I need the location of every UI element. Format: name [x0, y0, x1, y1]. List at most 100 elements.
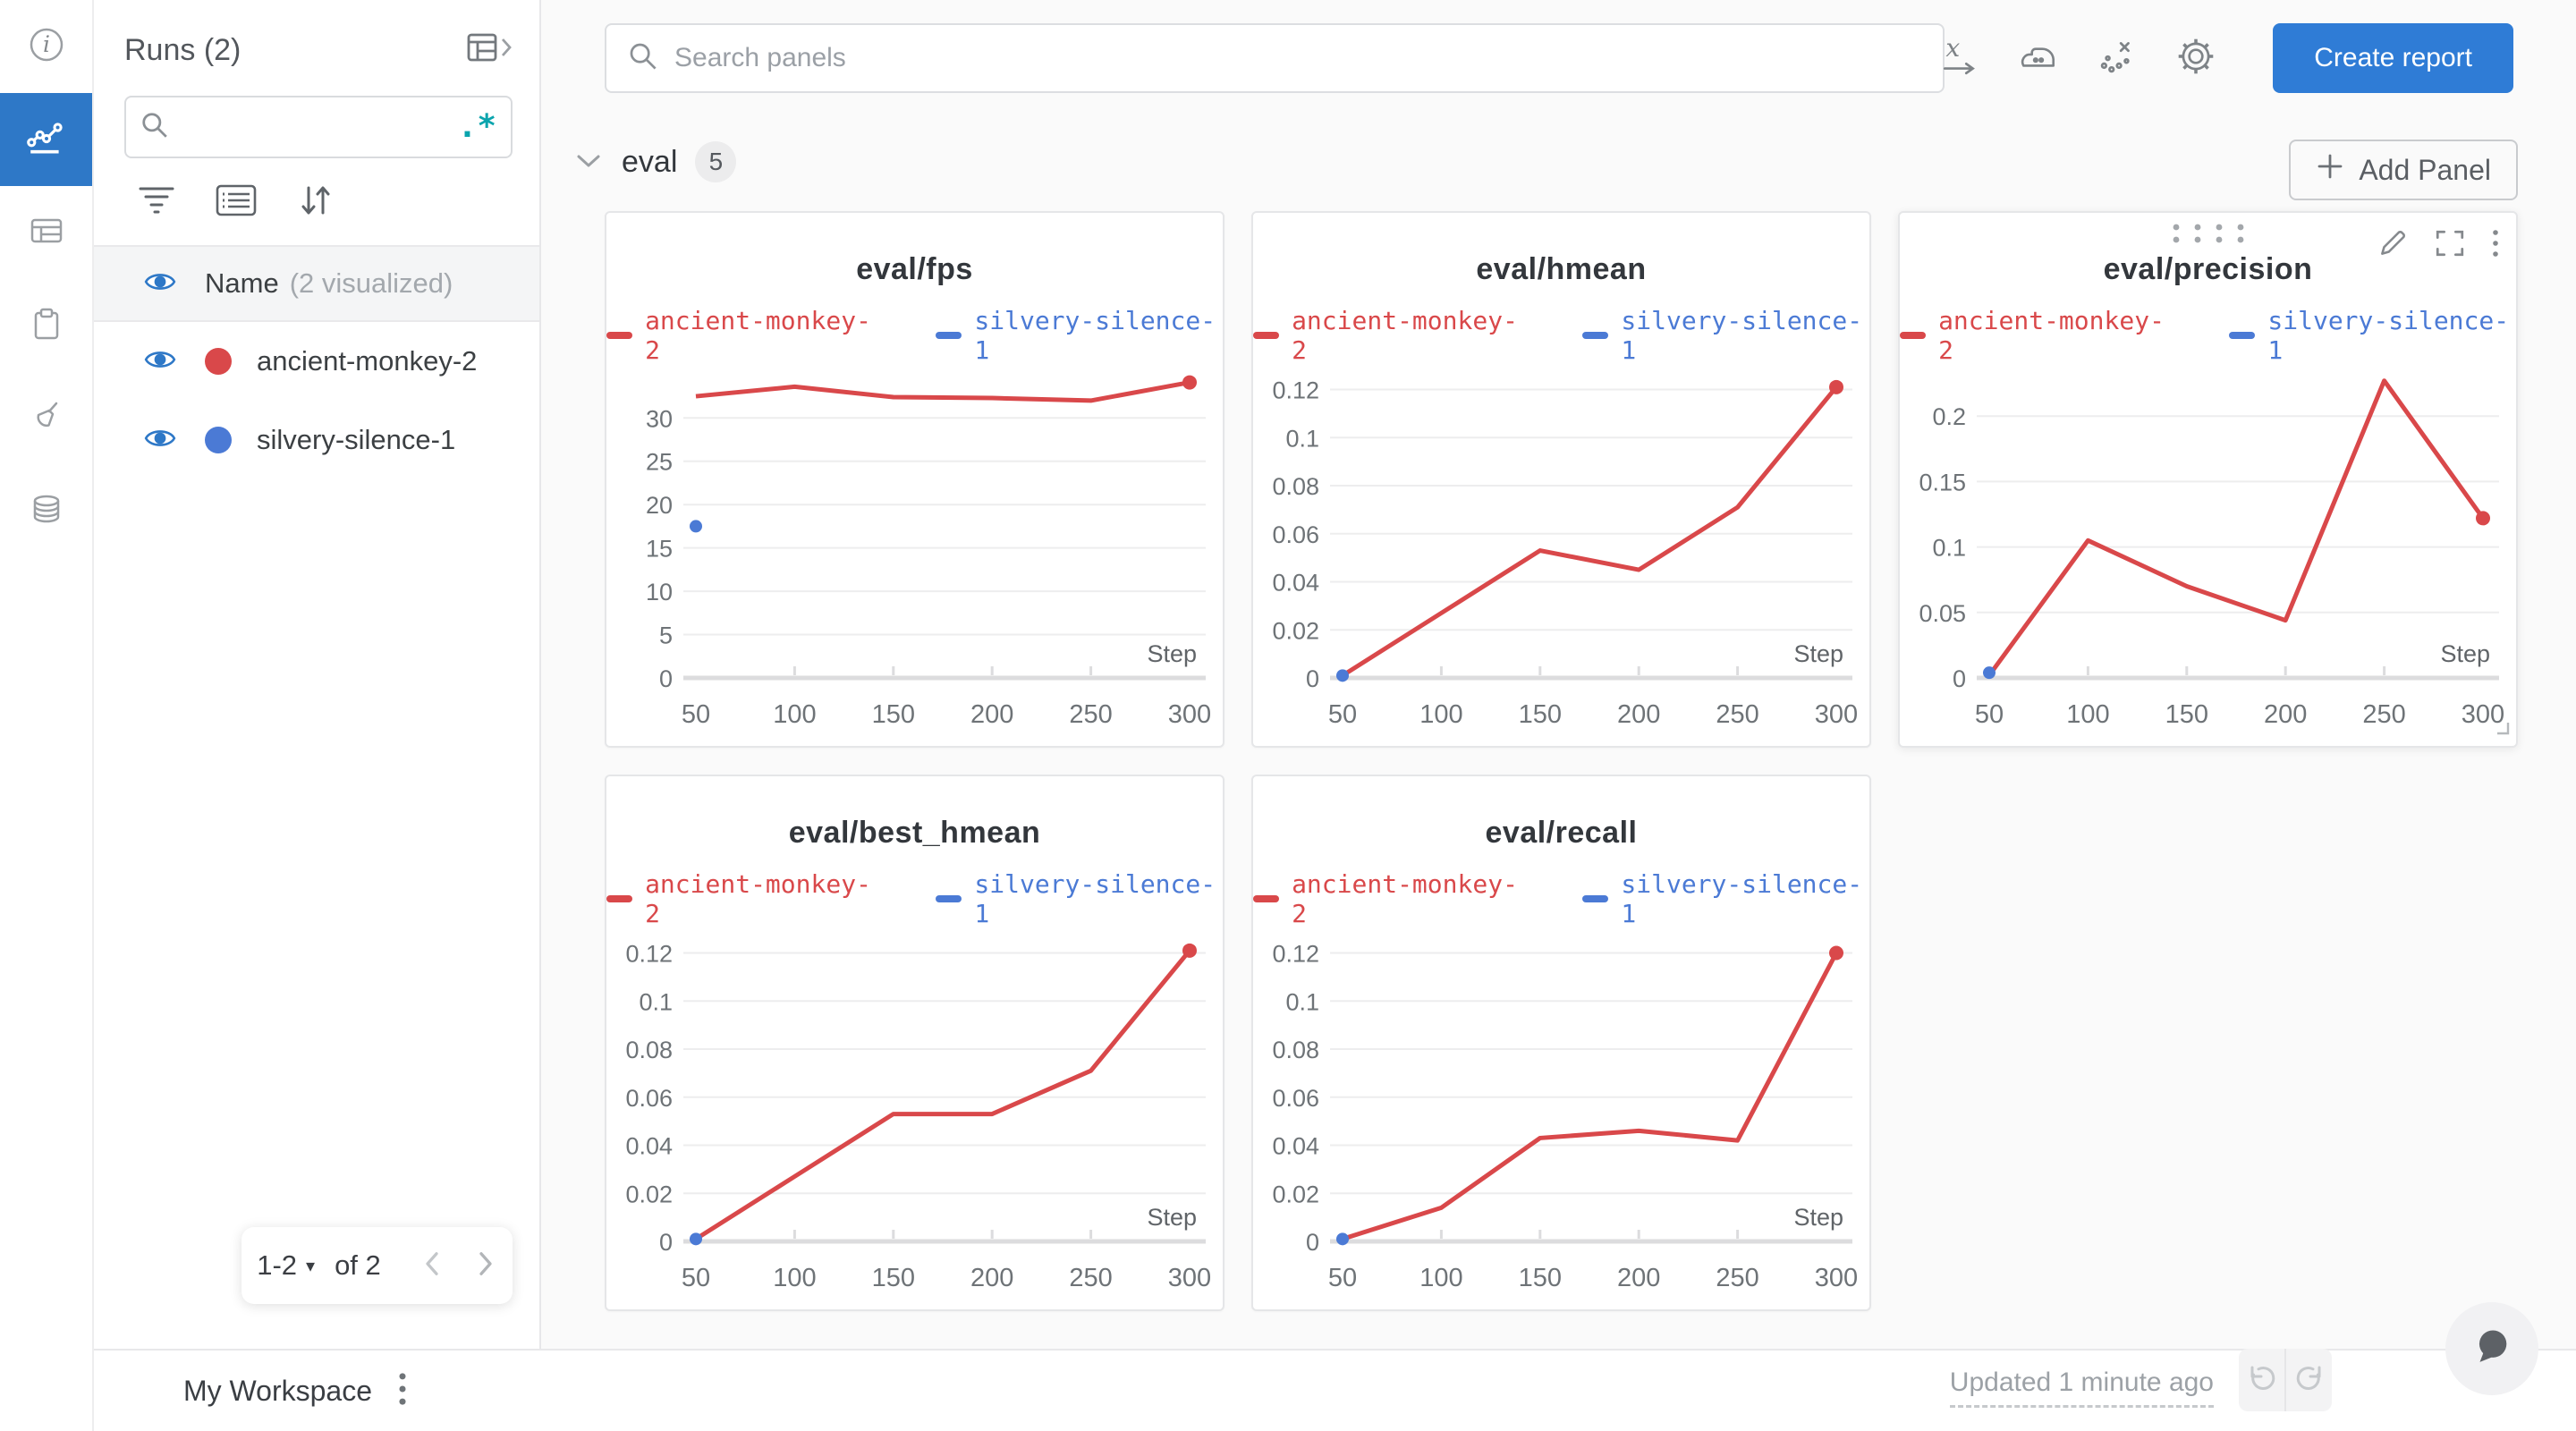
svg-text:300: 300 [2462, 700, 2504, 729]
line-chart-plot[interactable]: 0 0.05 0.1 0.15 0.2 50 100 150 200 250 300 Step [1900, 354, 2520, 749]
chart-legend: ancient-monkey-2 silvery-silence-1 [1253, 869, 1869, 928]
panel-drag-handle[interactable] [2165, 222, 2251, 250]
legend-item-silvery-silence-1[interactable]: silvery-silence-1 [2229, 306, 2516, 365]
panel-resize-handle[interactable] [2493, 718, 2511, 741]
svg-text:100: 100 [2066, 700, 2109, 729]
edit-panel-button[interactable] [2377, 227, 2409, 264]
legend-item-ancient-monkey-2[interactable]: ancient-monkey-2 [1253, 869, 1525, 928]
svg-text:0.02: 0.02 [1272, 1181, 1319, 1207]
line-chart-plot[interactable]: 0 5 10 15 20 25 30 50 100 150 200 250 300 Step [606, 354, 1226, 749]
svg-text:50: 50 [682, 1264, 710, 1292]
panel-count-badge: 5 [695, 141, 737, 182]
table-expand-icon [466, 30, 513, 71]
svg-text:150: 150 [872, 700, 915, 729]
legend-item-silvery-silence-1[interactable]: silvery-silence-1 [936, 869, 1223, 928]
legend-item-ancient-monkey-2[interactable]: ancient-monkey-2 [1900, 306, 2172, 365]
filter-runs-button[interactable] [137, 183, 176, 222]
legend-item-ancient-monkey-2[interactable]: ancient-monkey-2 [1253, 306, 1525, 365]
legend-run-name: silvery-silence-1 [1621, 869, 1863, 928]
svg-text:150: 150 [2165, 700, 2208, 729]
svg-text:250: 250 [1716, 700, 1758, 729]
svg-text:0.1: 0.1 [1285, 425, 1319, 452]
svg-text:250: 250 [1069, 700, 1112, 729]
runs-sidebar: Runs (2) .* [94, 0, 541, 1349]
expand-runs-table-button[interactable] [466, 30, 513, 71]
sort-icon [296, 182, 335, 224]
legend-item-ancient-monkey-2[interactable]: ancient-monkey-2 [606, 869, 878, 928]
undo-redo-group [2239, 1349, 2332, 1411]
x-axis-settings-button[interactable]: x [1938, 33, 1981, 82]
runs-search-input[interactable] [182, 112, 458, 142]
svg-text:200: 200 [1617, 700, 1660, 729]
info-icon: i [27, 25, 66, 69]
svg-text:0.02: 0.02 [625, 1181, 673, 1207]
runs-list-header[interactable]: Name (2 visualized) [94, 245, 539, 322]
smoothing-settings-button[interactable] [2017, 35, 2060, 82]
legend-run-name: silvery-silence-1 [974, 306, 1216, 365]
workspace-settings-button[interactable] [2174, 35, 2217, 82]
svg-text:100: 100 [773, 700, 816, 729]
nav-info-button[interactable]: i [0, 0, 92, 93]
run-row-silvery-silence-1[interactable]: silvery-silence-1 [94, 401, 539, 479]
svg-text:0.06: 0.06 [1272, 1085, 1319, 1112]
section-title: eval [622, 144, 678, 179]
chart-title: eval/recall [1485, 816, 1638, 850]
line-chart-plot[interactable]: 0 0.02 0.04 0.06 0.08 0.1 0.12 50 100 150 200 250 30… [1253, 918, 1873, 1313]
svg-text:0.15: 0.15 [1919, 469, 1966, 495]
eye-icon[interactable] [144, 347, 176, 377]
nav-workspace-button[interactable] [0, 93, 92, 186]
fullscreen-panel-button[interactable] [2434, 227, 2466, 264]
eye-icon [144, 269, 176, 299]
pencil-icon [2377, 227, 2409, 264]
legend-item-silvery-silence-1[interactable]: silvery-silence-1 [1582, 306, 1869, 365]
chevron-down-icon [573, 149, 604, 175]
legend-run-name: ancient-monkey-2 [1292, 306, 1518, 365]
panel-search-box [605, 23, 1945, 93]
redo-button[interactable] [2286, 1349, 2332, 1411]
create-report-button[interactable]: Create report [2273, 23, 2513, 93]
workspace-menu-button[interactable] [397, 1371, 408, 1411]
group-runs-button[interactable] [216, 183, 257, 222]
svg-text:Step: Step [1793, 640, 1843, 667]
help-chat-button[interactable] [2445, 1302, 2538, 1395]
nav-artifacts-button[interactable] [0, 465, 92, 558]
svg-text:150: 150 [872, 1264, 915, 1292]
add-panel-button[interactable]: Add Panel [2289, 140, 2518, 200]
legend-item-ancient-monkey-2[interactable]: ancient-monkey-2 [606, 306, 878, 365]
next-page-button[interactable] [474, 1250, 497, 1282]
eye-icon[interactable] [144, 426, 176, 455]
section-collapse-chevron[interactable] [573, 149, 604, 175]
svg-text:Step: Step [1147, 640, 1197, 667]
prev-page-button[interactable] [420, 1250, 444, 1282]
svg-text:300: 300 [1815, 700, 1858, 729]
legend-item-silvery-silence-1[interactable]: silvery-silence-1 [1582, 869, 1869, 928]
svg-text:50: 50 [682, 700, 710, 729]
legend-item-silvery-silence-1[interactable]: silvery-silence-1 [936, 306, 1223, 365]
legend-dash [1900, 332, 1927, 339]
plus-icon [2316, 152, 2344, 188]
nav-logs-button[interactable] [0, 279, 92, 372]
chart-title: eval/fps [856, 252, 973, 286]
last-updated-text: Updated 1 minute ago [1949, 1367, 2214, 1408]
nav-sweeps-button[interactable] [0, 372, 92, 465]
svg-text:0: 0 [1306, 1229, 1319, 1256]
svg-text:0.04: 0.04 [1272, 570, 1319, 597]
caret-down-icon: ▾ [306, 1256, 316, 1276]
undo-button[interactable] [2239, 1349, 2286, 1411]
svg-text:300: 300 [1168, 700, 1211, 729]
svg-text:0.2: 0.2 [1932, 403, 1966, 430]
sort-runs-button[interactable] [296, 182, 335, 224]
nav-table-button[interactable] [0, 186, 92, 279]
redo-icon [2292, 1360, 2327, 1401]
regex-toggle[interactable]: .* [457, 108, 496, 145]
panel-menu-button[interactable] [2491, 228, 2500, 263]
svg-text:Step: Step [1147, 1204, 1197, 1231]
line-chart-plot[interactable]: 0 0.02 0.04 0.06 0.08 0.1 0.12 50 100 150 200 250 30… [1253, 354, 1873, 749]
svg-text:0.06: 0.06 [625, 1085, 673, 1112]
page-range-dropdown[interactable]: 1-2 ▾ [257, 1249, 316, 1281]
line-chart-plot[interactable]: 0 0.02 0.04 0.06 0.08 0.1 0.12 50 100 150 200 250 30… [606, 918, 1226, 1313]
panel-search-input[interactable] [674, 43, 1921, 73]
run-row-ancient-monkey-2[interactable]: ancient-monkey-2 [94, 322, 539, 401]
smoothing-iron-icon [2017, 35, 2060, 82]
outliers-settings-button[interactable] [2096, 35, 2139, 82]
